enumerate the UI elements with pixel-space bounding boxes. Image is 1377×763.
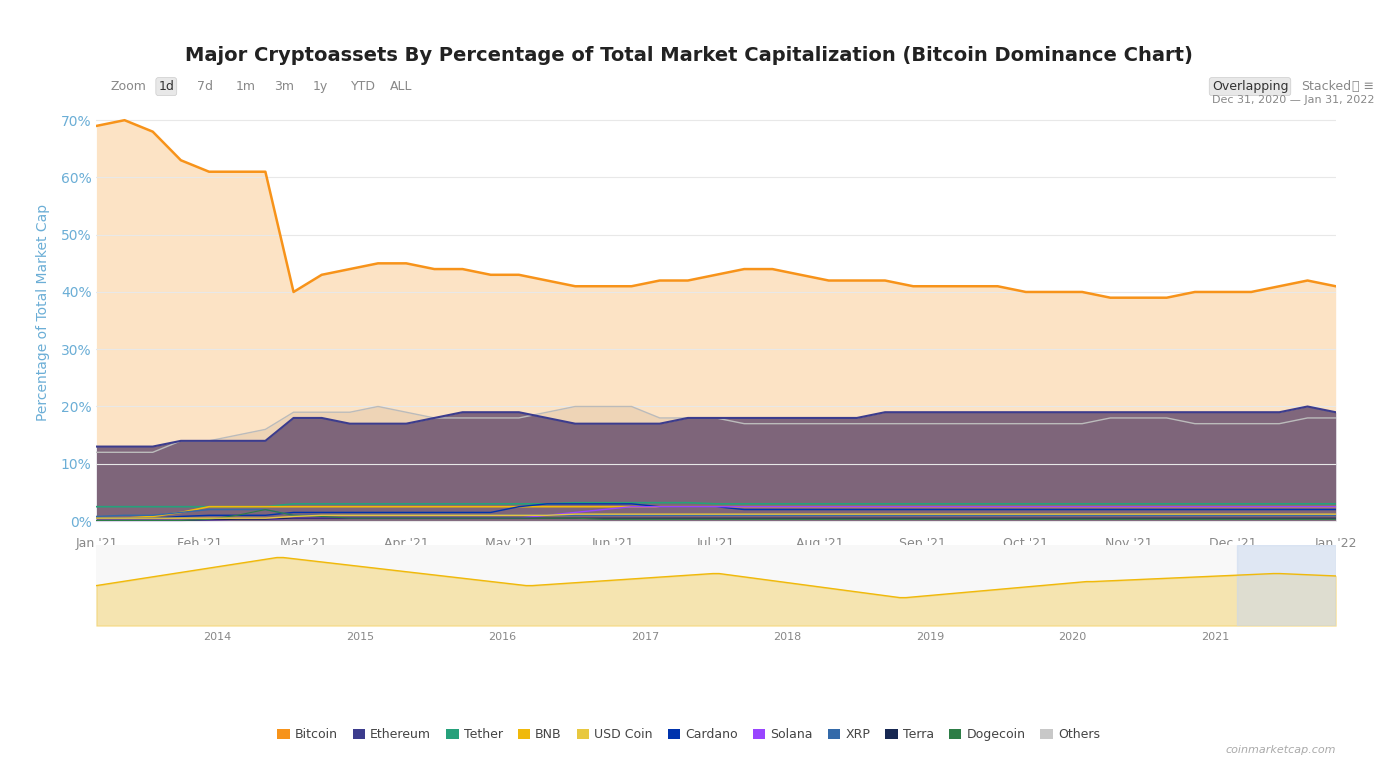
Text: 2014: 2014 xyxy=(202,632,231,642)
Text: 2018: 2018 xyxy=(772,632,801,642)
Text: ALL: ALL xyxy=(390,80,412,93)
Text: 1m: 1m xyxy=(235,80,256,93)
Text: Overlapping: Overlapping xyxy=(1212,80,1289,93)
Bar xyxy=(1237,546,1336,626)
Legend: Bitcoin, Ethereum, Tether, BNB, USD Coin, Cardano, Solana, XRP, Terra, Dogecoin,: Bitcoin, Ethereum, Tether, BNB, USD Coin… xyxy=(277,729,1100,742)
Text: coinmarketcap.com: coinmarketcap.com xyxy=(1226,745,1336,755)
Text: 1y: 1y xyxy=(313,80,328,93)
Text: 2020: 2020 xyxy=(1058,632,1086,642)
Text: Major Cryptoassets By Percentage of Total Market Capitalization (Bitcoin Dominan: Major Cryptoassets By Percentage of Tota… xyxy=(185,46,1192,65)
Text: 2021: 2021 xyxy=(1201,632,1230,642)
Text: 1d: 1d xyxy=(158,80,175,93)
Text: YTD: YTD xyxy=(351,80,376,93)
Text: 2017: 2017 xyxy=(631,632,660,642)
Text: 2016: 2016 xyxy=(489,632,516,642)
Text: 2015: 2015 xyxy=(346,632,373,642)
Text: 7d: 7d xyxy=(197,80,213,93)
Text: Stacked: Stacked xyxy=(1301,80,1351,93)
Text: 3m: 3m xyxy=(274,80,295,93)
Text: ⤢ ≡: ⤢ ≡ xyxy=(1352,80,1374,93)
Text: 2019: 2019 xyxy=(916,632,945,642)
Text: Zoom: Zoom xyxy=(110,80,146,93)
Text: Dec 31, 2020 — Jan 31, 2022: Dec 31, 2020 — Jan 31, 2022 xyxy=(1212,95,1374,105)
Y-axis label: Percentage of Total Market Cap: Percentage of Total Market Cap xyxy=(36,204,50,420)
